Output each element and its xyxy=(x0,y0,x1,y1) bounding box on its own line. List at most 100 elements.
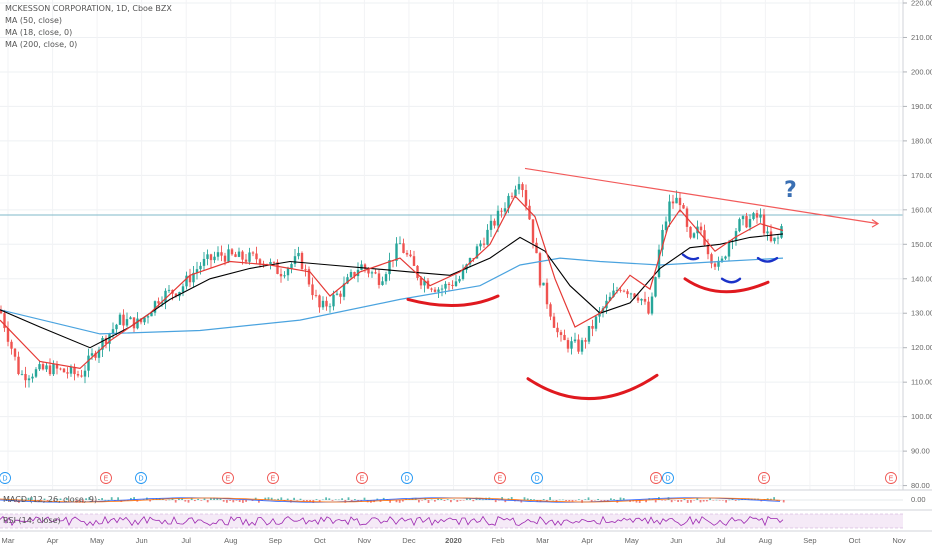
macd-histogram-bar xyxy=(501,497,503,500)
ma50-line xyxy=(0,233,784,349)
macd-histogram-bar xyxy=(530,499,532,500)
candle-body xyxy=(629,293,633,295)
candle-body xyxy=(699,226,703,231)
macd-histogram-bar xyxy=(568,500,571,502)
macd-histogram-bar xyxy=(725,500,727,503)
earnings-marker xyxy=(494,472,506,484)
macd-histogram-bar xyxy=(664,500,667,501)
candle-body xyxy=(192,272,195,283)
symbol-title[interactable]: MCKESSON CORPORATION, 1D, Cboe BZX xyxy=(5,4,172,13)
price-axis[interactable]: 220.00 210.00 200.00 190.00 180.00 170.00 160.… xyxy=(902,0,932,490)
candle-body xyxy=(31,376,34,379)
small-cup-arc xyxy=(681,253,700,261)
candle-body xyxy=(759,214,762,218)
macd-histogram-bar xyxy=(600,500,603,501)
macd-histogram-bar xyxy=(613,499,615,500)
candle-body xyxy=(6,328,10,342)
macd-histogram-bar xyxy=(574,500,577,501)
macd-histogram-bar xyxy=(357,500,359,502)
candle-body xyxy=(615,290,619,292)
macd-histogram-bar xyxy=(482,499,484,501)
price-tick-label: 160.00 xyxy=(911,205,932,214)
event-marker-label: D xyxy=(404,476,409,483)
rsi-label[interactable]: RSI (14, close) xyxy=(3,516,61,525)
ma200-line xyxy=(0,257,784,335)
candle-body xyxy=(241,251,244,260)
event-marker-label: E xyxy=(762,476,767,483)
macd-histogram-bar xyxy=(251,500,254,501)
time-tick-label: Oct xyxy=(314,536,327,545)
candle-body xyxy=(580,340,584,352)
macd-histogram-bar xyxy=(277,498,279,500)
candle-body xyxy=(304,268,307,270)
macd-histogram-bar xyxy=(581,500,583,503)
candle-body xyxy=(542,282,545,286)
event-marker-label: E xyxy=(654,476,659,483)
candle-body xyxy=(566,340,570,349)
candle-body xyxy=(143,317,146,323)
candle-body xyxy=(545,282,549,305)
macd-histogram-bar xyxy=(347,497,350,500)
question-mark-annotation: ? xyxy=(784,178,797,203)
candle-body xyxy=(713,263,717,267)
macd-label[interactable]: MACD (12, 26, close, 9) xyxy=(3,495,98,504)
candle-body xyxy=(668,201,671,222)
candle-body xyxy=(199,265,202,270)
drawing-annotations[interactable] xyxy=(406,167,880,401)
time-axis[interactable]: Mar Apr May Jun Jul Aug Sep Oct Nov Dec 2020 Feb Mar… xyxy=(0,530,932,545)
earnings-marker xyxy=(100,472,112,484)
legend-ma18[interactable]: MA (18, close, 0) xyxy=(5,28,73,37)
time-tick-label: Nov xyxy=(358,536,372,545)
candle-body xyxy=(594,316,598,329)
macd-histogram-bar xyxy=(683,499,686,500)
macd-histogram-bar xyxy=(670,500,673,503)
macd-histogram-bar xyxy=(75,500,78,503)
macd-histogram-bar xyxy=(494,500,497,503)
macd-histogram-bar xyxy=(376,498,379,500)
macd-histogram-bar xyxy=(421,500,423,501)
time-tick-label: Sep xyxy=(803,536,816,545)
macd-histogram-bar xyxy=(350,500,353,502)
macd-histogram-bar xyxy=(62,500,65,501)
macd-histogram-bar xyxy=(168,499,171,501)
candle-body xyxy=(447,283,451,285)
legend-ma200[interactable]: MA (200, close, 0) xyxy=(5,40,78,49)
candle-body xyxy=(286,268,290,276)
candle-body xyxy=(724,256,727,259)
macd-histogram-bar xyxy=(562,499,564,501)
macd-histogram-bar xyxy=(216,498,219,500)
candle-body xyxy=(384,274,388,282)
macd-line xyxy=(0,497,781,503)
macd-histogram-bar xyxy=(712,500,715,501)
small-cup-arc xyxy=(756,256,779,263)
macd-histogram-bar xyxy=(510,497,513,500)
macd-histogram-bar xyxy=(331,500,334,501)
candle-body xyxy=(104,337,108,344)
macd-histogram-bar xyxy=(11,500,14,501)
candle-body xyxy=(538,253,542,286)
time-tick-label: Jul xyxy=(716,536,726,545)
dividend-marker xyxy=(401,472,413,484)
candle-body xyxy=(472,257,475,259)
candle-body xyxy=(269,261,272,266)
candle-body xyxy=(164,290,167,303)
macd-histogram-bar xyxy=(264,497,267,500)
candle-body xyxy=(349,272,353,278)
candle-body xyxy=(125,319,129,326)
macd-histogram-bar xyxy=(242,500,244,503)
legend-ma50[interactable]: MA (50, close) xyxy=(5,16,63,25)
candle-body xyxy=(101,337,104,350)
macd-histogram-bar xyxy=(677,500,679,502)
price-tick-label: 130.00 xyxy=(911,309,932,318)
candle-body xyxy=(626,291,629,295)
macd-axis-label: 0.00 xyxy=(911,495,926,504)
earnings-marker xyxy=(650,472,662,484)
candle-body xyxy=(325,300,328,307)
candle-body xyxy=(115,324,118,330)
macd-histogram-bar xyxy=(693,500,695,501)
macd-histogram-bar xyxy=(654,500,657,503)
candle-body xyxy=(636,297,640,301)
candle-body xyxy=(496,210,500,226)
